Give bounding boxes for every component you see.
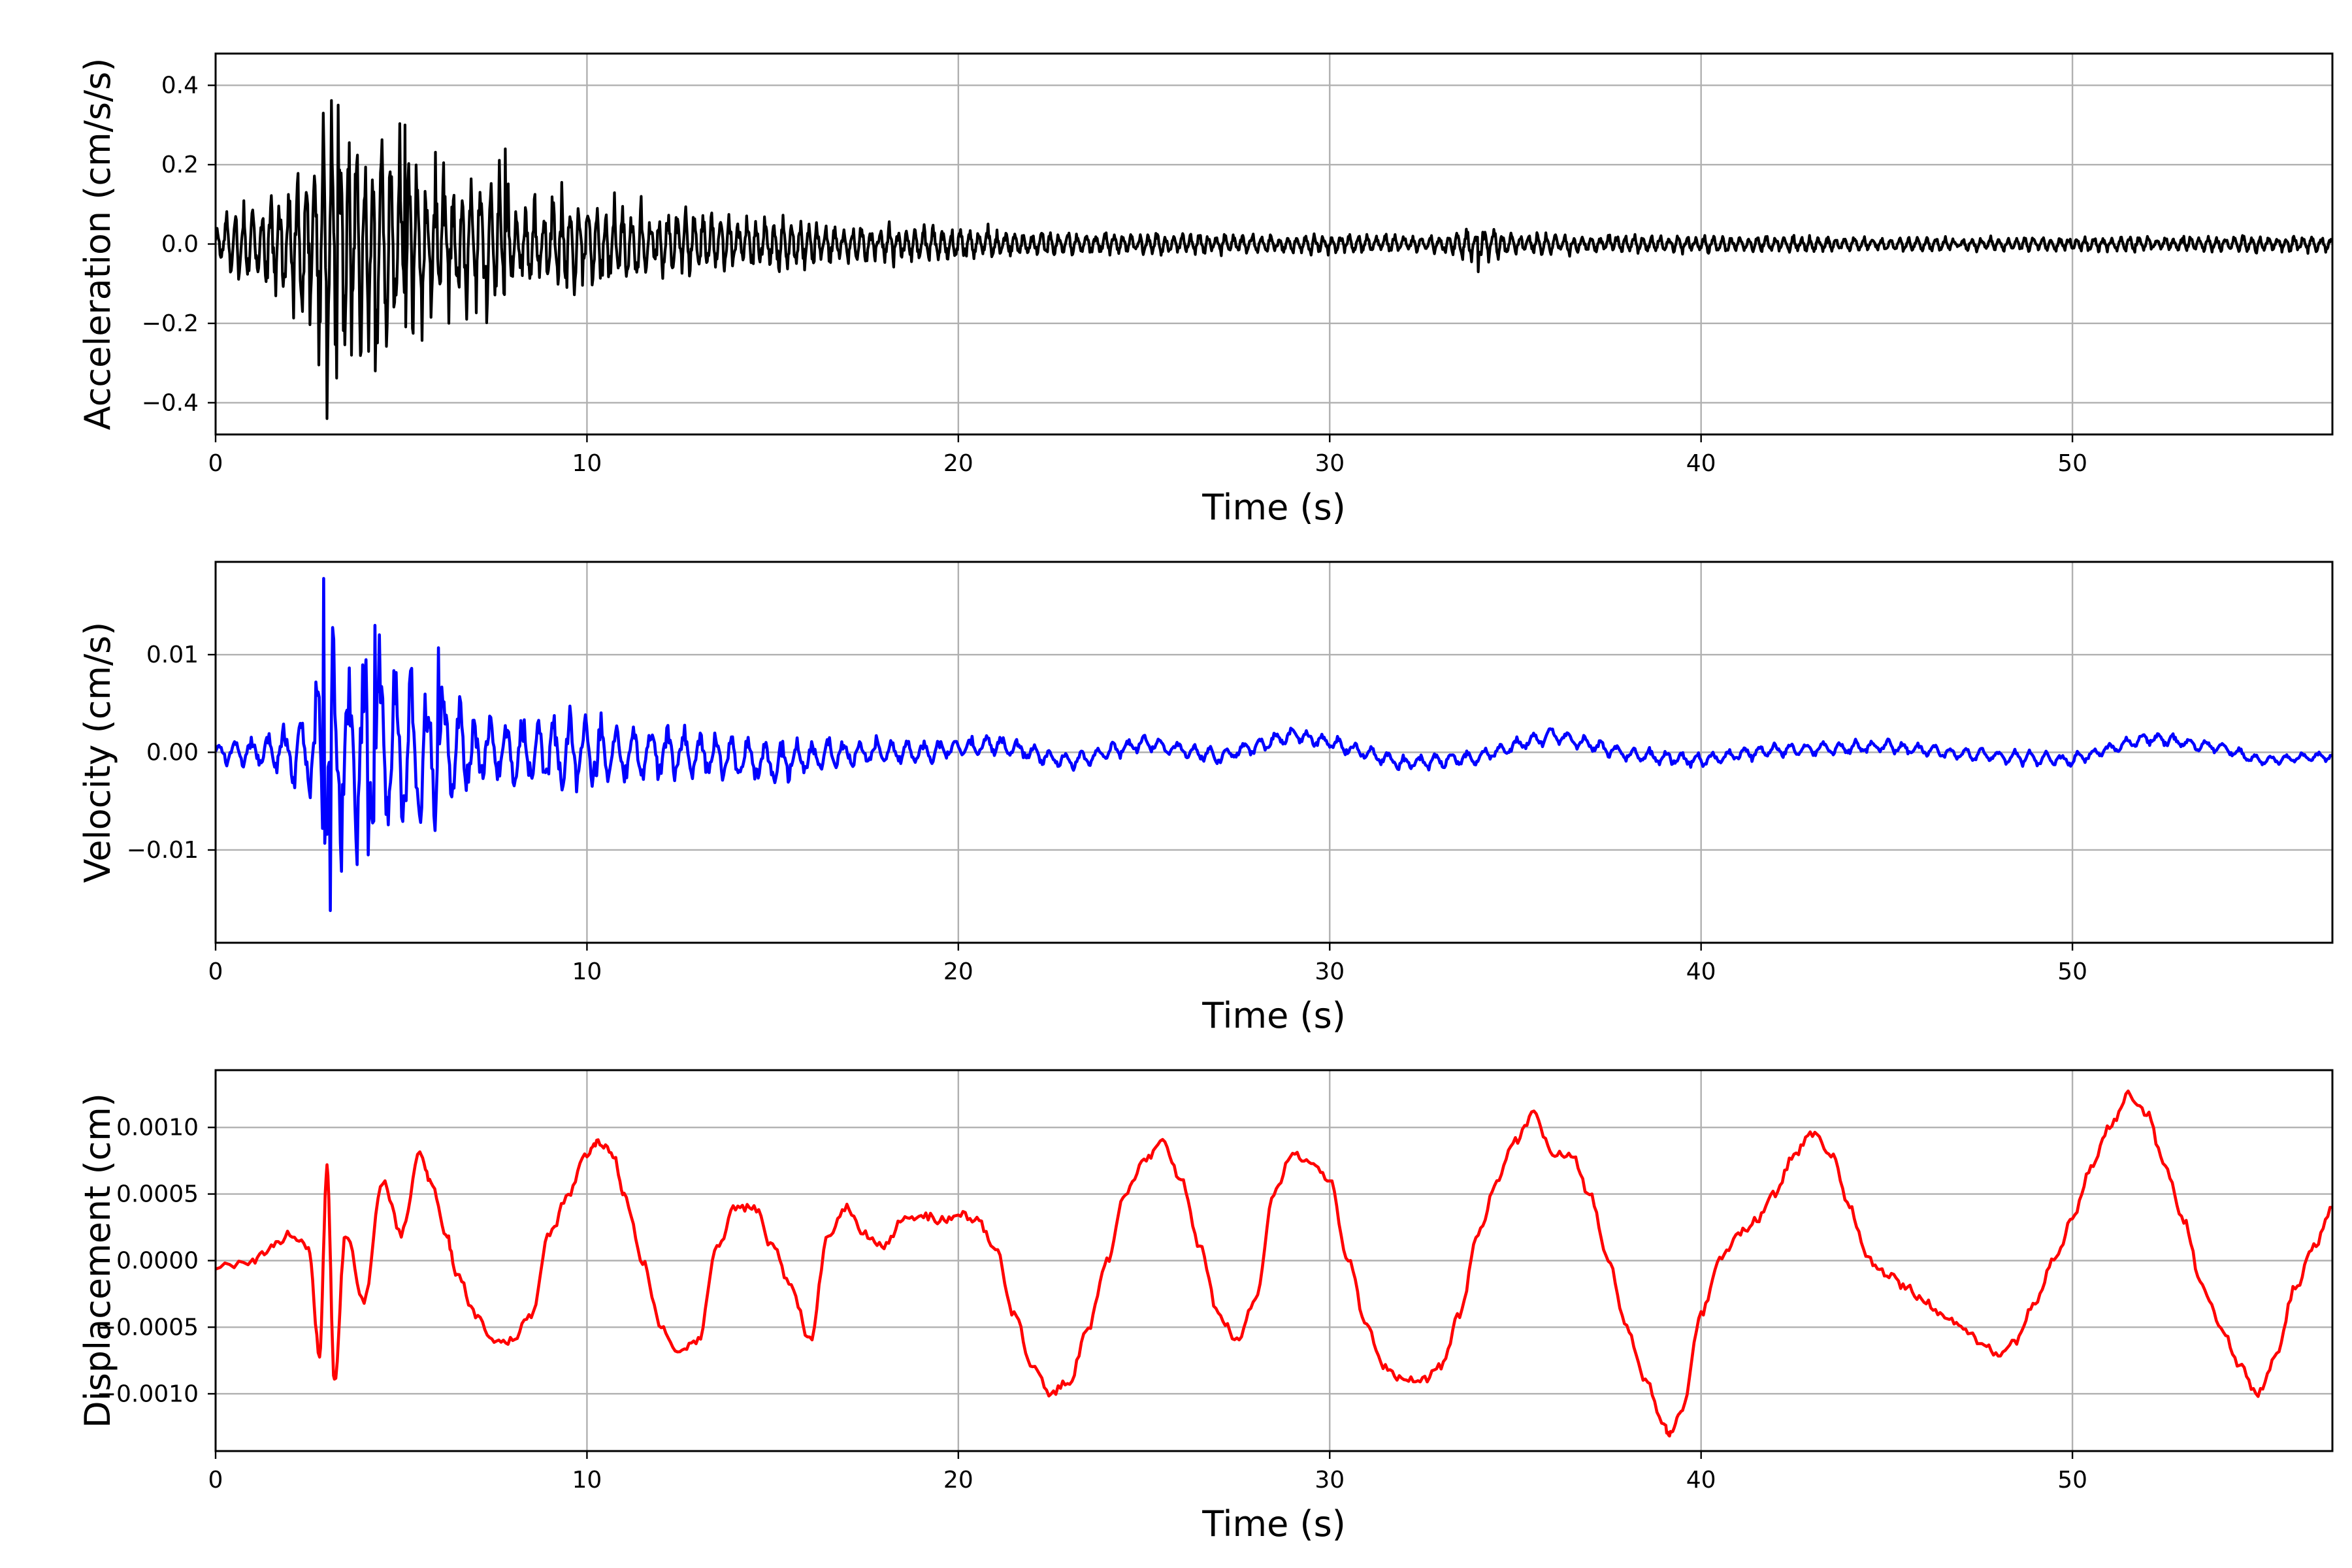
displacement-x-tick-label: 30 <box>1315 1467 1345 1494</box>
displacement-x-tick-label: 40 <box>1686 1467 1716 1494</box>
velocity-y-axis-label: Velocity (cm/s) <box>77 622 118 883</box>
velocity-x-tick-label: 30 <box>1315 958 1345 985</box>
velocity-x-tick-label: 10 <box>572 958 602 985</box>
displacement-panel: 0 10 20 30 40 50 0.0010 0.0005 0.0000 −0.0005 −0.0… <box>77 1069 2334 1544</box>
displacement-y-tick-label: 0.0000 <box>116 1248 199 1275</box>
acceleration-y-tick-label: −0.4 <box>142 389 199 416</box>
velocity-y-tick-label: 0.00 <box>146 740 199 766</box>
acceleration-x-tick-label: 40 <box>1686 450 1716 477</box>
acceleration-y-tick-label: 0.4 <box>161 73 199 99</box>
displacement-y-tick-label: −0.0010 <box>97 1380 199 1407</box>
acceleration-series-line <box>216 99 2332 420</box>
velocity-y-tick-label: −0.01 <box>127 837 199 864</box>
displacement-x-tick-label: 0 <box>208 1467 223 1494</box>
acceleration-y-axis-label: Acceleration (cm/s/s) <box>77 58 118 431</box>
acceleration-x-tick-label: 30 <box>1315 450 1345 477</box>
acceleration-x-tick-label: 10 <box>572 450 602 477</box>
acceleration-panel: 0 10 20 30 40 50 0.4 0.2 0.0 −0.2 −0.4 Time (s) Acce… <box>77 52 2334 528</box>
displacement-x-axis-label: Time (s) <box>1201 1503 1346 1544</box>
displacement-series-line <box>216 1089 2332 1438</box>
velocity-x-tick-label: 50 <box>2057 958 2087 985</box>
acceleration-x-tick-label: 0 <box>208 450 223 477</box>
acceleration-x-axis-label: Time (s) <box>1201 487 1346 528</box>
velocity-y-tick-label: 0.01 <box>146 642 199 668</box>
displacement-y-axis-label: Displacement (cm) <box>77 1093 118 1428</box>
velocity-x-tick-label: 0 <box>208 958 223 985</box>
displacement-x-tick-label: 20 <box>943 1467 973 1494</box>
acceleration-y-tick-label: 0.2 <box>161 152 199 178</box>
displacement-x-tick-label: 10 <box>572 1467 602 1494</box>
displacement-y-tick-label: 0.0005 <box>116 1181 199 1208</box>
velocity-series-line <box>216 577 2332 912</box>
displacement-y-tick-label: −0.0005 <box>97 1314 199 1341</box>
acceleration-y-tick-label: 0.0 <box>161 231 199 258</box>
velocity-x-tick-label: 20 <box>943 958 973 985</box>
acceleration-y-tick-label: −0.2 <box>142 310 199 337</box>
velocity-x-tick-label: 40 <box>1686 958 1716 985</box>
displacement-y-tick-label: 0.0010 <box>116 1115 199 1141</box>
displacement-x-tick-label: 50 <box>2057 1467 2087 1494</box>
velocity-panel: 0 10 20 30 40 50 0.01 0.00 −0.01 Time (s) Velocity… <box>77 561 2334 1036</box>
acceleration-x-tick-label: 50 <box>2057 450 2087 477</box>
acceleration-x-tick-label: 20 <box>943 450 973 477</box>
velocity-x-axis-label: Time (s) <box>1201 995 1346 1036</box>
